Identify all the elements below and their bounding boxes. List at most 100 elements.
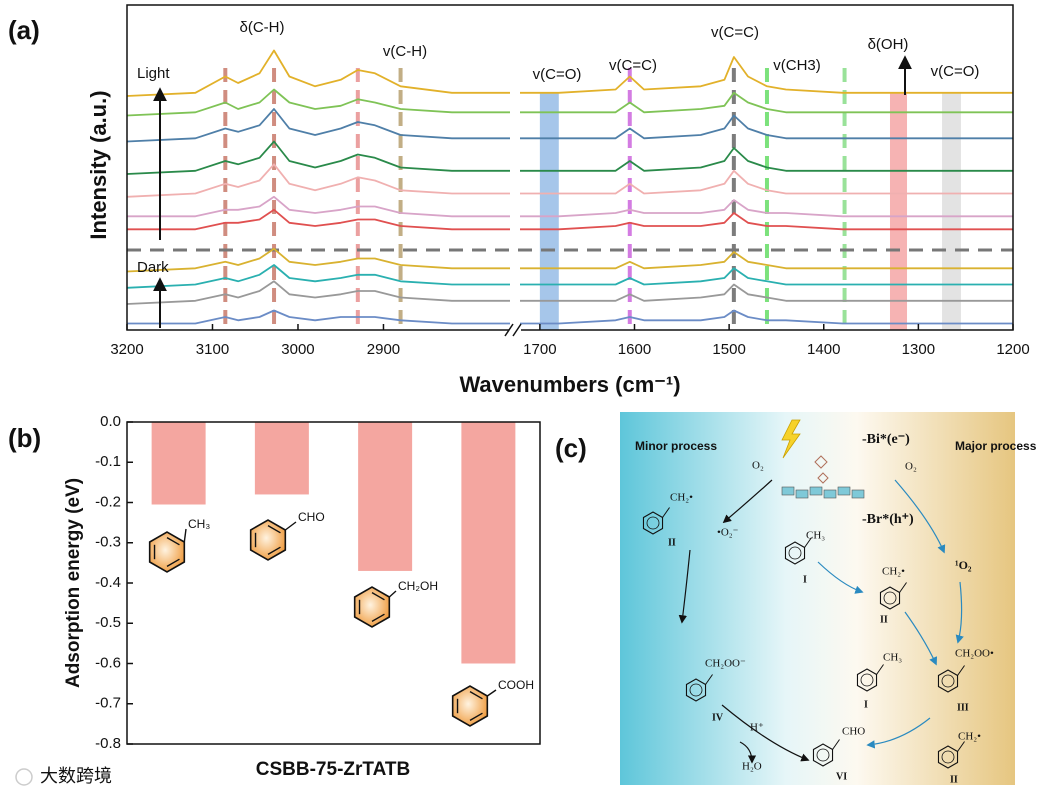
ring-bond xyxy=(469,690,483,700)
spectrum-line xyxy=(126,88,510,117)
y-tick-label: -0.6 xyxy=(95,654,121,671)
substituent-bond xyxy=(957,665,965,676)
ring-inner xyxy=(883,591,897,605)
spectrum-line xyxy=(127,208,510,231)
spectrum-line xyxy=(126,163,510,198)
x-tick-label: 1700 xyxy=(523,341,556,358)
y-axis-label: Intensity (a.u.) xyxy=(86,90,111,239)
diagram-label: CH₂OO⁻ xyxy=(705,658,746,670)
x-tick-label: 1200 xyxy=(996,341,1029,358)
ring-inner xyxy=(941,750,955,764)
ring-bond xyxy=(371,613,385,623)
substituent-bond xyxy=(957,741,965,752)
diagram-label: Major process xyxy=(955,439,1037,453)
ring-bond xyxy=(267,524,281,534)
ring-bond xyxy=(469,712,483,722)
x-axis-label: Wavenumbers (cm⁻¹) xyxy=(459,372,680,397)
substituent-bond xyxy=(284,521,297,531)
ring-inner xyxy=(689,683,703,697)
peak-label: v(C=O) xyxy=(533,66,582,83)
diagram-background xyxy=(620,412,1015,785)
axis-break xyxy=(512,323,522,337)
spectrum-line xyxy=(126,264,510,289)
reaction-arrow xyxy=(678,549,691,624)
reaction-arrow xyxy=(739,741,757,764)
spectrum-line xyxy=(520,56,1013,94)
highlight-band xyxy=(942,92,961,330)
substituent-bond xyxy=(486,689,497,697)
substituent-label: CH₂OH xyxy=(398,579,438,593)
catalyst xyxy=(781,486,795,496)
group-label: Light xyxy=(137,65,170,82)
substituent-label: COOH xyxy=(498,678,534,692)
catalyst xyxy=(837,486,851,496)
diagram-label: I xyxy=(864,699,868,710)
group-label: Dark xyxy=(137,259,169,276)
x-tick-label: 1300 xyxy=(902,341,935,358)
peak-label: δ(C-H) xyxy=(240,19,285,36)
y-tick-label: -0.2 xyxy=(95,493,121,510)
ring-bond xyxy=(166,536,180,546)
diagram-label: -Bi*(e⁻) xyxy=(862,432,910,447)
reaction-arrow xyxy=(866,717,931,749)
x-tick-label: 1600 xyxy=(618,341,651,358)
diagram-label: CHO xyxy=(842,726,865,738)
x-tick-label: 3000 xyxy=(281,341,314,358)
y-tick-label: -0.4 xyxy=(95,574,121,591)
spectrum-line xyxy=(126,140,510,175)
substituent-bond xyxy=(662,507,670,518)
y-tick-label: -0.8 xyxy=(95,735,121,752)
catalyst-cluster xyxy=(814,455,829,484)
spectrum-line xyxy=(126,49,510,97)
x-tick-label: 3200 xyxy=(110,341,143,358)
diagram-label: CH₂• xyxy=(958,731,981,743)
reaction-arrow xyxy=(904,611,938,666)
diagram-label: •O₂⁻ xyxy=(717,527,739,539)
y-tick-label: -0.5 xyxy=(95,614,121,631)
x-axis-label: CSBB-75-ZrTATB xyxy=(256,759,410,780)
peak-label: v(C=C) xyxy=(711,24,759,41)
bar xyxy=(151,422,206,505)
spectrum-line xyxy=(126,108,510,143)
ring-inner xyxy=(646,516,660,530)
diagram-label: CH₃ xyxy=(806,530,825,542)
diagram-label: CH₃ xyxy=(883,652,902,664)
diagram-label: VI xyxy=(836,771,847,782)
substituent-bond xyxy=(183,528,187,543)
spectrum-line xyxy=(520,212,1013,231)
substituent-bond xyxy=(899,582,907,593)
ring-bond xyxy=(371,591,385,601)
watermark: 大数跨境 xyxy=(40,766,112,787)
y-tick-label: -0.3 xyxy=(95,534,121,551)
y-tick-label: -0.1 xyxy=(95,453,121,470)
spectrum-line xyxy=(127,195,510,218)
highlight-band xyxy=(889,92,908,330)
peak-label: v(C=C) xyxy=(609,57,657,74)
reaction-arrow xyxy=(894,479,946,554)
spectrum-line xyxy=(520,267,1013,286)
substituent-label: CHO xyxy=(298,510,325,524)
diagram-label: O₂ xyxy=(752,460,764,472)
peak-label: δ(OH) xyxy=(868,36,909,53)
panel-label: (b) xyxy=(8,423,41,453)
substituent-bond xyxy=(876,664,884,675)
spectrum-line xyxy=(127,309,510,325)
substituent-bond xyxy=(804,537,812,548)
spectrum-line xyxy=(520,147,1013,172)
axis-break-gap xyxy=(509,326,521,334)
axis-break xyxy=(504,323,514,337)
reaction-arrow xyxy=(955,581,964,644)
ring-inner xyxy=(860,673,874,687)
light-bolt xyxy=(781,419,801,459)
reaction-arrow xyxy=(721,704,810,762)
spectrum-line xyxy=(520,283,1013,302)
diagram-label: III xyxy=(957,702,969,713)
spectrum-line xyxy=(520,199,1013,218)
diagram-label: CH₂OO• xyxy=(955,648,994,660)
spectrum-line xyxy=(520,169,1013,195)
ring-inner xyxy=(788,546,802,560)
watermark-icon xyxy=(15,768,33,786)
spectrum-line xyxy=(126,280,510,305)
x-tick-label: 2900 xyxy=(367,341,400,358)
spectrum-line xyxy=(520,309,1013,325)
